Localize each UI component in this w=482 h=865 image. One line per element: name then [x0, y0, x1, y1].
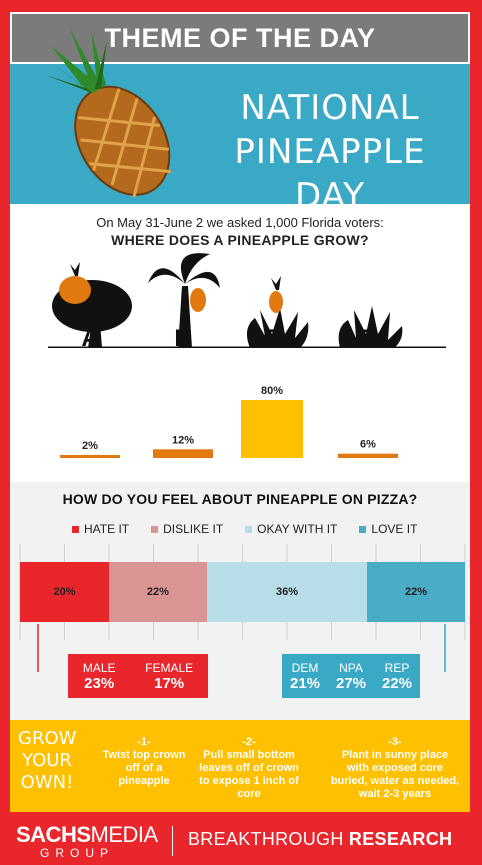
- logo-media: MEDIA: [90, 822, 159, 847]
- dem-cell: DEM 21%: [290, 661, 320, 692]
- survey-panel: On May 31-June 2 we asked 1,000 Florida …: [10, 204, 470, 482]
- step-3-number: -3-: [388, 736, 402, 748]
- grow-step-2: -2- Pull small bottom leaves off of crow…: [196, 736, 302, 801]
- rep-value: 22%: [381, 674, 413, 692]
- logo-breakthrough: BREAKTHROUGH: [188, 829, 349, 849]
- hero-title-line1: NATIONAL: [240, 88, 420, 128]
- stack-segment-love-it: 22%: [367, 562, 465, 622]
- legend-swatch-okay: [245, 525, 253, 533]
- npa-value: 27%: [335, 674, 367, 692]
- rep-cell: REP 22%: [382, 661, 412, 692]
- stack-segment-okay-with-it: 36%: [206, 562, 368, 622]
- hero-title: NATIONAL PINEAPPLE DAY: [200, 86, 460, 218]
- category-label-a: A: [81, 325, 98, 352]
- breakthrough-research-logo: BREAKTHROUGH RESEARCH: [188, 829, 452, 850]
- legend-swatch-love: [359, 525, 367, 533]
- legend-label-okay: OKAY WITH IT: [257, 522, 338, 536]
- bar-value-label-a: 2%: [82, 440, 98, 452]
- underground-plant-icon: [338, 306, 403, 348]
- legend-label-love: LOVE IT: [371, 522, 418, 536]
- bar-c: [241, 400, 303, 458]
- legend-item-hate: HATE IT: [72, 522, 129, 536]
- npa-label: NPA: [339, 660, 363, 675]
- theme-banner: THEME OF THE DAY: [10, 12, 470, 64]
- bar-a: [60, 455, 120, 458]
- pizza-panel: HOW DO YOU FEEL ABOUT PINEAPPLE ON PIZZA…: [10, 482, 470, 720]
- legend-item-okay: OKAY WITH IT: [245, 522, 337, 536]
- step-2-number: -2-: [242, 736, 256, 748]
- tree-icon: [52, 262, 132, 348]
- pizza-stacked-bar: 20% 22% 36% 22%: [20, 562, 465, 622]
- sachs-media-logo: SACHSMEDIA: [16, 822, 158, 848]
- footer-divider: [172, 826, 173, 856]
- female-value: 17%: [154, 674, 185, 692]
- legend-item-love: LOVE IT: [359, 522, 417, 536]
- hero-title-line2: PINEAPPLE DAY: [234, 132, 426, 216]
- female-cell: FEMALE 17%: [145, 661, 193, 692]
- logo-group: GROUP: [40, 846, 115, 860]
- male-label: MALE: [82, 660, 116, 675]
- grow-title: GROW YOUR OWN!: [18, 728, 76, 794]
- grow-bar-chart: A B C D 2% 12% 80% 6%: [60, 325, 398, 458]
- legend-label-dislike: DISLIKE IT: [163, 522, 224, 536]
- stack-segment-hate-it: 20%: [20, 562, 109, 622]
- stack-segment-dislike-it: 22%: [109, 562, 207, 622]
- female-label: FEMALE: [145, 660, 194, 675]
- legend-item-dislike: DISLIKE IT: [151, 522, 223, 536]
- hero-panel: NATIONAL PINEAPPLE DAY: [10, 28, 470, 216]
- category-label-d: D: [359, 325, 376, 352]
- grow-step-3: -3- Plant in sunny place with exposed co…: [330, 736, 460, 801]
- logo-sachs: SACHS: [16, 822, 91, 847]
- segment-value-label: 36%: [275, 586, 298, 598]
- banner-title: THEME OF THE DAY: [104, 22, 376, 53]
- step-3-text: Plant in sunny place with exposed core b…: [330, 749, 460, 800]
- step-1-number: -1-: [137, 736, 151, 748]
- npa-cell: NPA 27%: [336, 661, 366, 692]
- dem-value: 21%: [289, 674, 321, 692]
- logo-research: RESEARCH: [348, 829, 453, 849]
- grow-title-line2: YOUR: [22, 750, 72, 771]
- male-value: 23%: [84, 674, 115, 692]
- dem-label: DEM: [291, 660, 319, 675]
- gender-breakdown: MALE 23% FEMALE 17%: [68, 654, 208, 698]
- bar-value-label-c: 80%: [261, 385, 283, 397]
- rep-label: REP: [384, 660, 410, 675]
- bar-b: [153, 449, 213, 458]
- survey-intro: On May 31-June 2 we asked 1,000 Florida …: [96, 215, 384, 230]
- pineapple-illustration: [45, 28, 172, 198]
- category-label-b: B: [174, 325, 191, 352]
- bar-value-label-b: 12%: [172, 434, 194, 446]
- grow-options-illustration: [48, 253, 446, 348]
- grow-step-1: -1- Twist top crown off of a pineapple: [100, 736, 188, 788]
- pizza-question: HOW DO YOU FEEL ABOUT PINEAPPLE ON PIZZA…: [62, 491, 418, 507]
- legend-swatch-dislike: [151, 525, 159, 533]
- ground-plant-icon: [246, 276, 309, 348]
- category-label-c: C: [263, 325, 280, 352]
- grow-title-line1: GROW: [18, 728, 77, 749]
- grow-title-line3: OWN!: [20, 772, 74, 793]
- segment-value-label: 22%: [146, 586, 169, 598]
- palm-tree-icon: [148, 253, 220, 348]
- legend-swatch-hate: [72, 525, 79, 533]
- segment-value-label: 22%: [405, 586, 428, 598]
- bar-d: [338, 453, 398, 458]
- step-1-text: Twist top crown off of a pineapple: [102, 749, 186, 787]
- grow-your-own-panel: GROW YOUR OWN! -1- Twist top crown off o…: [10, 720, 470, 812]
- pizza-legend: HATE IT DISLIKE IT OKAY WITH IT LOVE IT: [72, 522, 417, 536]
- legend-label-hate: HATE IT: [84, 522, 130, 536]
- segment-value-label: 20%: [53, 586, 76, 598]
- party-breakdown: DEM 21% NPA 27% REP 22%: [282, 654, 420, 698]
- male-cell: MALE 23%: [83, 661, 116, 692]
- subgroup-connectors: [37, 624, 446, 672]
- survey-question: WHERE DOES A PINEAPPLE GROW?: [111, 232, 369, 248]
- bar-value-label-d: 6%: [360, 439, 376, 451]
- step-2-text: Pull small bottom leaves off of crown to…: [199, 749, 299, 800]
